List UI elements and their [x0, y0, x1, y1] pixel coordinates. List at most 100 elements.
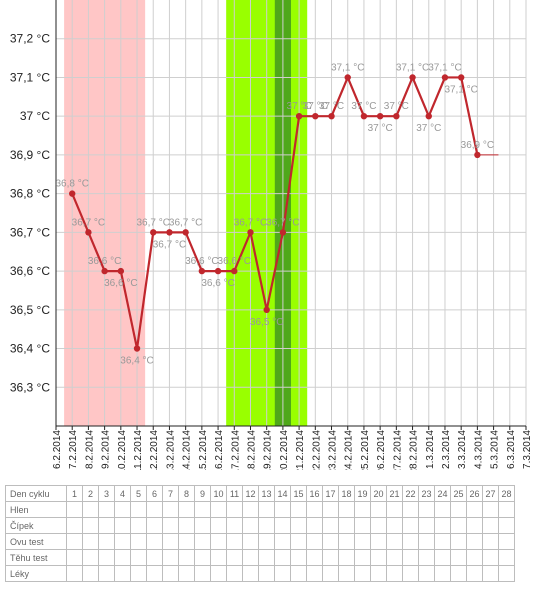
cycle-cell[interactable] [290, 533, 307, 550]
cycle-cell[interactable] [274, 501, 291, 518]
cycle-cell[interactable] [354, 501, 371, 518]
cycle-cell[interactable] [434, 533, 451, 550]
cycle-cell[interactable] [130, 549, 147, 566]
cycle-cell[interactable] [370, 517, 387, 534]
cycle-cell[interactable] [498, 549, 515, 566]
cycle-cell[interactable] [402, 533, 419, 550]
cycle-cell[interactable] [322, 501, 339, 518]
cycle-cell[interactable] [226, 565, 243, 582]
cycle-cell[interactable] [482, 565, 499, 582]
cycle-cell[interactable] [434, 517, 451, 534]
cycle-cell[interactable] [418, 517, 435, 534]
cycle-cell[interactable] [290, 549, 307, 566]
cycle-cell[interactable] [322, 565, 339, 582]
cycle-cell[interactable] [498, 565, 515, 582]
cycle-cell[interactable] [450, 501, 467, 518]
cycle-cell[interactable] [434, 549, 451, 566]
cycle-cell[interactable] [450, 549, 467, 566]
cycle-cell[interactable] [194, 517, 211, 534]
cycle-cell[interactable] [82, 501, 99, 518]
cycle-cell[interactable] [82, 565, 99, 582]
cycle-cell[interactable] [290, 565, 307, 582]
cycle-cell[interactable] [386, 565, 403, 582]
cycle-cell[interactable] [82, 549, 99, 566]
cycle-cell[interactable] [338, 565, 355, 582]
cycle-cell[interactable] [178, 501, 195, 518]
cycle-cell[interactable] [98, 533, 115, 550]
cycle-cell[interactable] [194, 565, 211, 582]
cycle-cell[interactable] [66, 501, 83, 518]
cycle-cell[interactable] [370, 501, 387, 518]
cycle-cell[interactable] [354, 517, 371, 534]
cycle-cell[interactable] [258, 565, 275, 582]
cycle-cell[interactable] [370, 533, 387, 550]
cycle-cell[interactable] [114, 501, 131, 518]
cycle-cell[interactable] [450, 517, 467, 534]
cycle-cell[interactable] [274, 549, 291, 566]
cycle-cell[interactable] [322, 533, 339, 550]
cycle-cell[interactable] [178, 517, 195, 534]
cycle-cell[interactable] [370, 549, 387, 566]
cycle-cell[interactable] [466, 517, 483, 534]
cycle-cell[interactable] [146, 533, 163, 550]
cycle-cell[interactable] [194, 501, 211, 518]
cycle-cell[interactable] [258, 501, 275, 518]
cycle-cell[interactable] [66, 517, 83, 534]
cycle-cell[interactable] [466, 501, 483, 518]
cycle-cell[interactable] [418, 565, 435, 582]
cycle-cell[interactable] [130, 517, 147, 534]
cycle-cell[interactable] [274, 565, 291, 582]
cycle-cell[interactable] [210, 565, 227, 582]
cycle-cell[interactable] [226, 517, 243, 534]
cycle-cell[interactable] [466, 549, 483, 566]
cycle-cell[interactable] [66, 549, 83, 566]
cycle-cell[interactable] [274, 533, 291, 550]
cycle-cell[interactable] [338, 549, 355, 566]
cycle-cell[interactable] [482, 501, 499, 518]
cycle-cell[interactable] [226, 549, 243, 566]
cycle-cell[interactable] [402, 549, 419, 566]
cycle-cell[interactable] [466, 565, 483, 582]
cycle-cell[interactable] [162, 549, 179, 566]
cycle-cell[interactable] [338, 533, 355, 550]
cycle-cell[interactable] [306, 517, 323, 534]
cycle-cell[interactable] [162, 517, 179, 534]
cycle-cell[interactable] [98, 565, 115, 582]
cycle-cell[interactable] [162, 565, 179, 582]
cycle-cell[interactable] [306, 533, 323, 550]
cycle-cell[interactable] [242, 517, 259, 534]
cycle-cell[interactable] [418, 501, 435, 518]
cycle-cell[interactable] [482, 533, 499, 550]
cycle-cell[interactable] [274, 517, 291, 534]
cycle-cell[interactable] [306, 501, 323, 518]
cycle-cell[interactable] [386, 501, 403, 518]
cycle-cell[interactable] [258, 549, 275, 566]
cycle-cell[interactable] [162, 533, 179, 550]
cycle-cell[interactable] [434, 501, 451, 518]
cycle-cell[interactable] [386, 533, 403, 550]
cycle-cell[interactable] [98, 501, 115, 518]
cycle-cell[interactable] [146, 517, 163, 534]
cycle-cell[interactable] [194, 549, 211, 566]
cycle-cell[interactable] [162, 501, 179, 518]
cycle-cell[interactable] [130, 501, 147, 518]
cycle-cell[interactable] [114, 565, 131, 582]
cycle-cell[interactable] [370, 565, 387, 582]
cycle-cell[interactable] [258, 517, 275, 534]
cycle-cell[interactable] [418, 549, 435, 566]
cycle-cell[interactable] [306, 549, 323, 566]
cycle-cell[interactable] [498, 533, 515, 550]
cycle-cell[interactable] [402, 517, 419, 534]
cycle-cell[interactable] [178, 565, 195, 582]
cycle-cell[interactable] [242, 565, 259, 582]
cycle-cell[interactable] [82, 533, 99, 550]
cycle-cell[interactable] [194, 533, 211, 550]
cycle-cell[interactable] [242, 533, 259, 550]
cycle-cell[interactable] [146, 549, 163, 566]
cycle-cell[interactable] [226, 501, 243, 518]
cycle-cell[interactable] [66, 533, 83, 550]
cycle-cell[interactable] [402, 501, 419, 518]
cycle-cell[interactable] [482, 549, 499, 566]
cycle-cell[interactable] [498, 501, 515, 518]
cycle-cell[interactable] [322, 549, 339, 566]
